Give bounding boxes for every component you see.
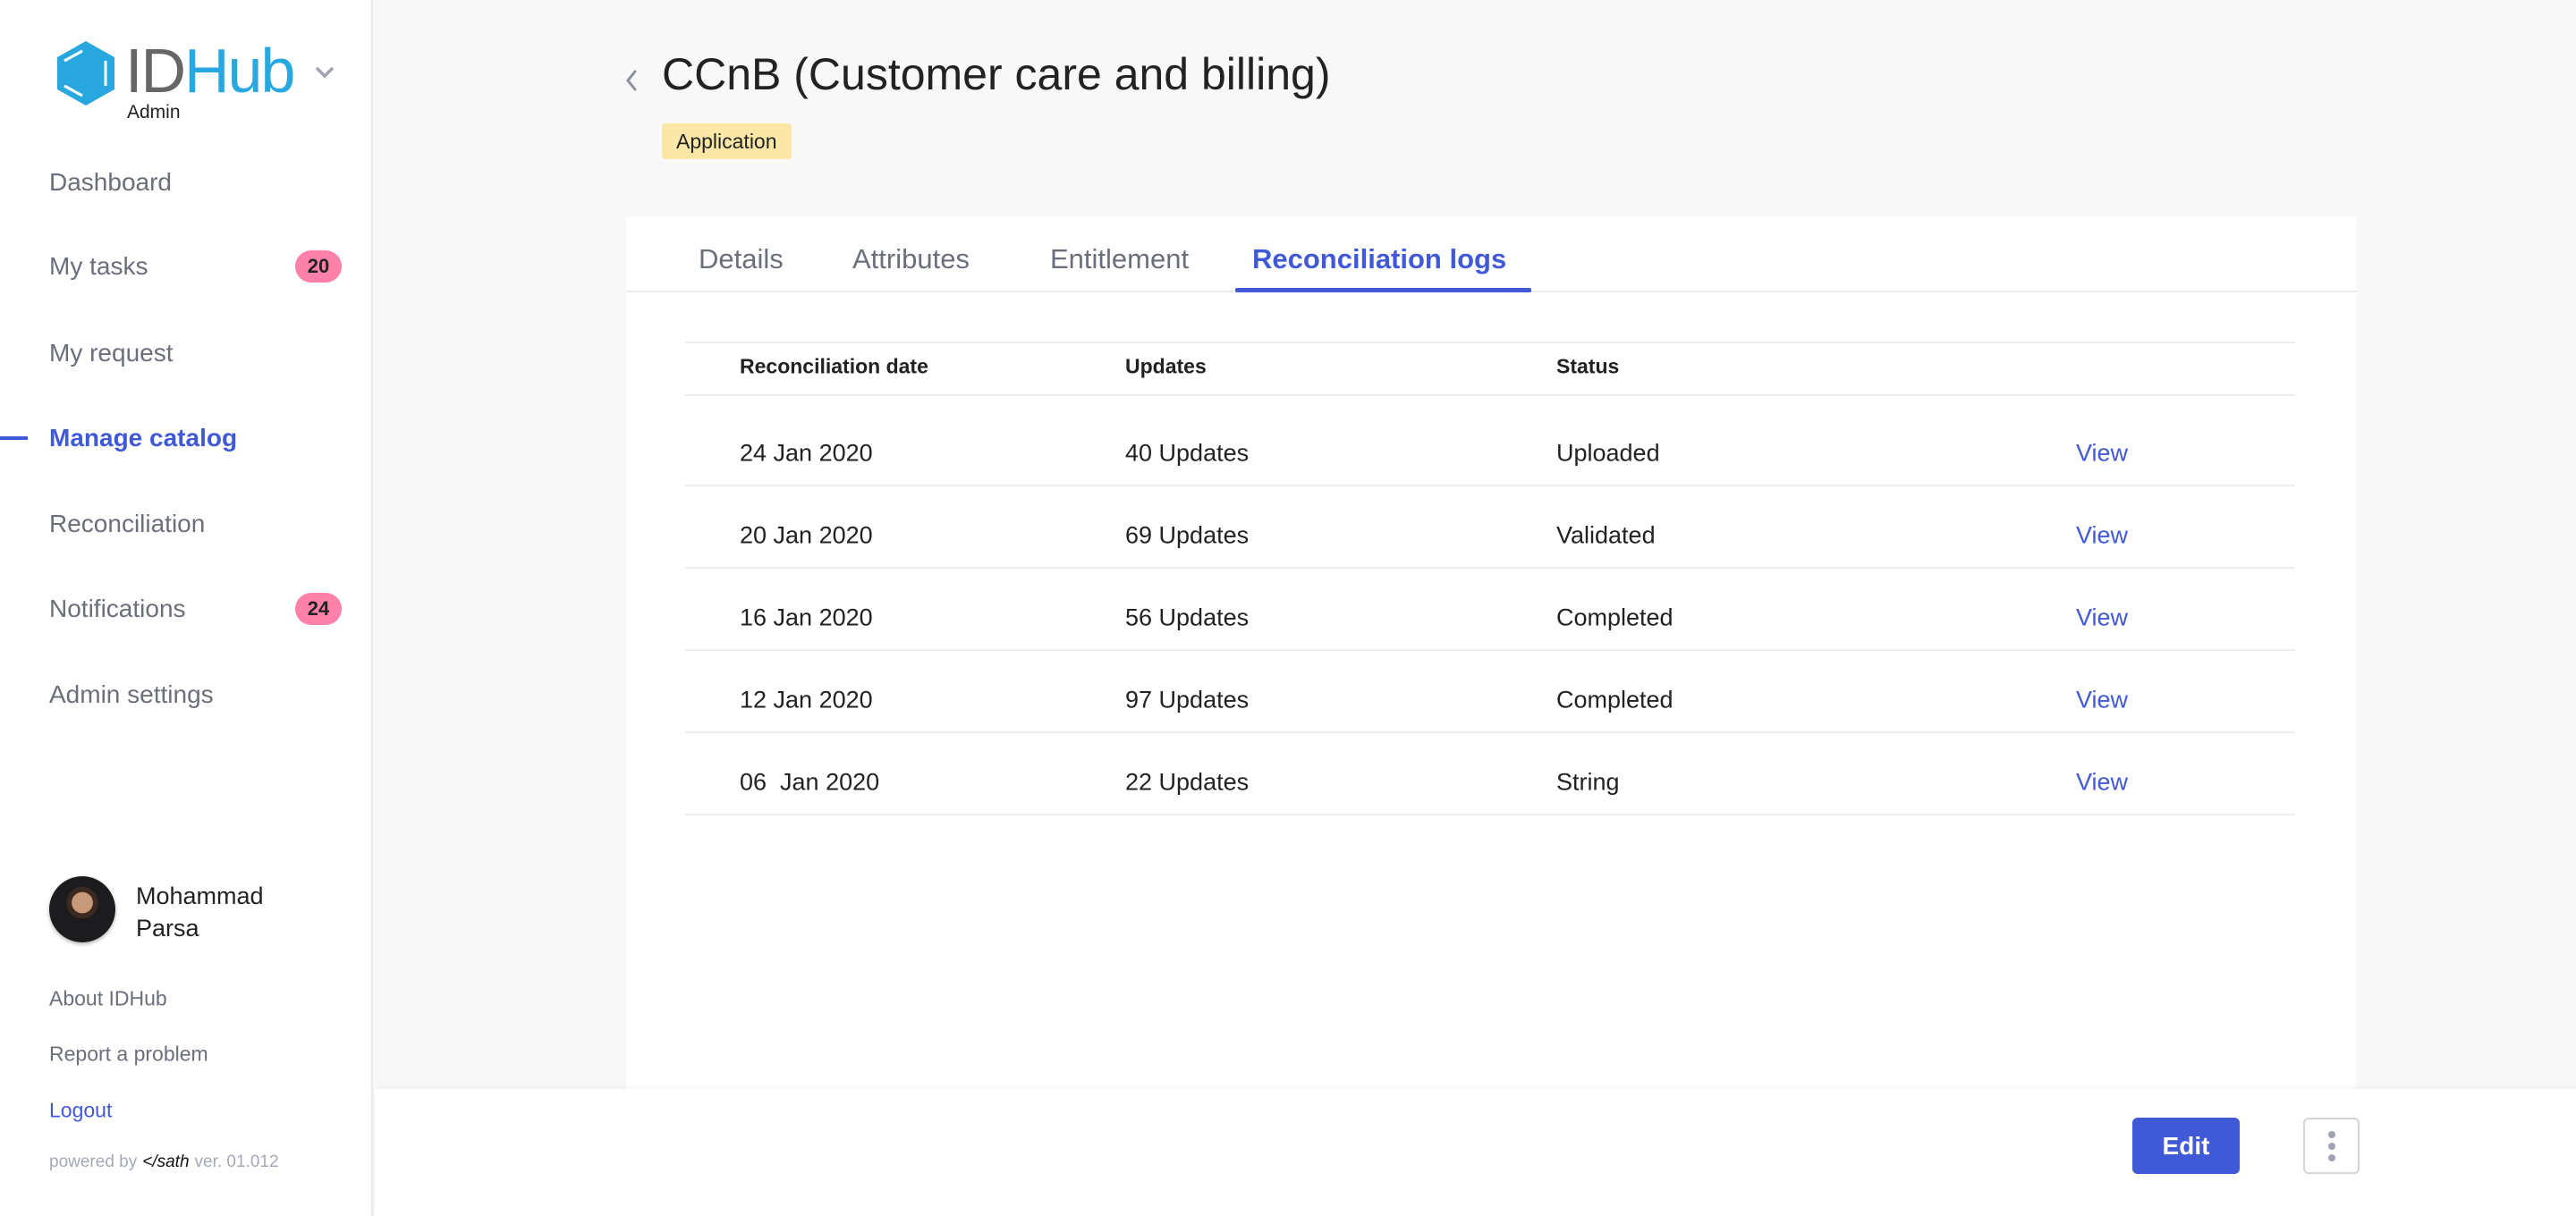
- row-updates: 69 Updates: [1125, 521, 1250, 549]
- kebab-dot-icon: [2327, 1153, 2335, 1161]
- active-indicator: [0, 436, 28, 440]
- view-link[interactable]: View: [2076, 521, 2129, 549]
- sidebar-item-my-tasks[interactable]: My tasks: [49, 252, 148, 280]
- idhub-logo[interactable]: IDHub Admin: [55, 39, 295, 125]
- row-status: Completed: [1556, 686, 1674, 714]
- tab-attributes[interactable]: Attributes: [852, 243, 970, 274]
- page-title: CCnB (Customer care and billing): [662, 49, 1331, 99]
- action-footer: Edit: [375, 1089, 2576, 1216]
- type-badge: Application: [662, 123, 792, 159]
- chevron-down-icon[interactable]: [315, 63, 335, 82]
- row-divider: [685, 731, 2295, 733]
- row-date: 06 Jan 2020: [740, 768, 880, 796]
- tasks-count-badge: 20: [295, 250, 342, 283]
- row-divider: [685, 649, 2295, 651]
- sidebar-item-manage-catalog[interactable]: Manage catalog: [49, 424, 238, 452]
- tab-details[interactable]: Details: [699, 243, 784, 274]
- version-text: ver. 01.012: [194, 1153, 279, 1171]
- logout-link[interactable]: Logout: [49, 1098, 113, 1122]
- user-last-name: Parsa: [136, 915, 199, 942]
- row-date: 24 Jan 2020: [740, 439, 873, 467]
- row-updates: 22 Updates: [1125, 768, 1250, 796]
- tab-reconciliation-logs[interactable]: Reconciliation logs: [1252, 243, 1507, 274]
- tab-entitlement[interactable]: Entitlement: [1050, 243, 1190, 274]
- row-status: Validated: [1556, 521, 1656, 549]
- powered-prefix: powered by: [49, 1153, 138, 1171]
- back-chevron-icon[interactable]: [621, 66, 642, 95]
- sidebar-item-dashboard[interactable]: Dashboard: [49, 168, 172, 196]
- row-divider: [685, 567, 2295, 569]
- row-status: Uploaded: [1556, 439, 1660, 467]
- more-options-button[interactable]: [2303, 1118, 2360, 1174]
- row-status: Completed: [1556, 604, 1674, 631]
- sidebar-item-reconciliation[interactable]: Reconciliation: [49, 510, 206, 537]
- sidebar-item-my-request[interactable]: My request: [49, 339, 174, 367]
- view-link[interactable]: View: [2076, 768, 2129, 796]
- edit-button[interactable]: Edit: [2132, 1118, 2240, 1174]
- view-link[interactable]: View: [2076, 604, 2129, 631]
- table-header-bottom-line: [685, 394, 2295, 396]
- logo-text: IDHub: [125, 39, 295, 102]
- kebab-dot-icon: [2327, 1130, 2335, 1138]
- row-date: 16 Jan 2020: [740, 604, 873, 631]
- sidebar: IDHub Admin Dashboard My tasks 20 My req…: [0, 0, 373, 1216]
- sidebar-item-notifications[interactable]: Notifications: [49, 595, 186, 622]
- view-link[interactable]: View: [2076, 439, 2129, 467]
- about-link[interactable]: About IDHub: [49, 986, 167, 1010]
- row-divider: [685, 485, 2295, 486]
- row-date: 20 Jan 2020: [740, 521, 873, 549]
- logo-subtitle: Admin: [127, 102, 181, 122]
- row-updates: 97 Updates: [1125, 686, 1250, 714]
- hexagon-logo-icon: [57, 41, 114, 106]
- column-header-updates: Updates: [1125, 354, 1207, 378]
- report-problem-link[interactable]: Report a problem: [49, 1042, 208, 1066]
- sath-logo: </sath: [142, 1153, 190, 1171]
- column-header-date: Reconciliation date: [740, 354, 928, 378]
- row-divider: [685, 814, 2295, 815]
- avatar[interactable]: [49, 876, 115, 942]
- table-header-top-line: [685, 342, 2295, 343]
- row-date: 12 Jan 2020: [740, 686, 873, 714]
- column-header-status: Status: [1556, 354, 1620, 378]
- logo-hub: Hub: [184, 36, 295, 106]
- view-link[interactable]: View: [2076, 686, 2129, 714]
- content-card: Details Attributes Entitlement Reconcili…: [626, 216, 2356, 1110]
- user-name: Mohammad Parsa: [136, 880, 264, 944]
- powered-by: powered by </sath ver. 01.012: [49, 1153, 279, 1172]
- logo-id: ID: [125, 36, 186, 106]
- row-updates: 40 Updates: [1125, 439, 1250, 467]
- row-updates: 56 Updates: [1125, 604, 1250, 631]
- row-status: String: [1556, 768, 1620, 796]
- sidebar-item-admin-settings[interactable]: Admin settings: [49, 680, 214, 708]
- kebab-dot-icon: [2327, 1142, 2335, 1150]
- user-first-name: Mohammad: [136, 882, 264, 909]
- notifications-count-badge: 24: [295, 593, 342, 625]
- active-tab-underline: [1235, 288, 1531, 292]
